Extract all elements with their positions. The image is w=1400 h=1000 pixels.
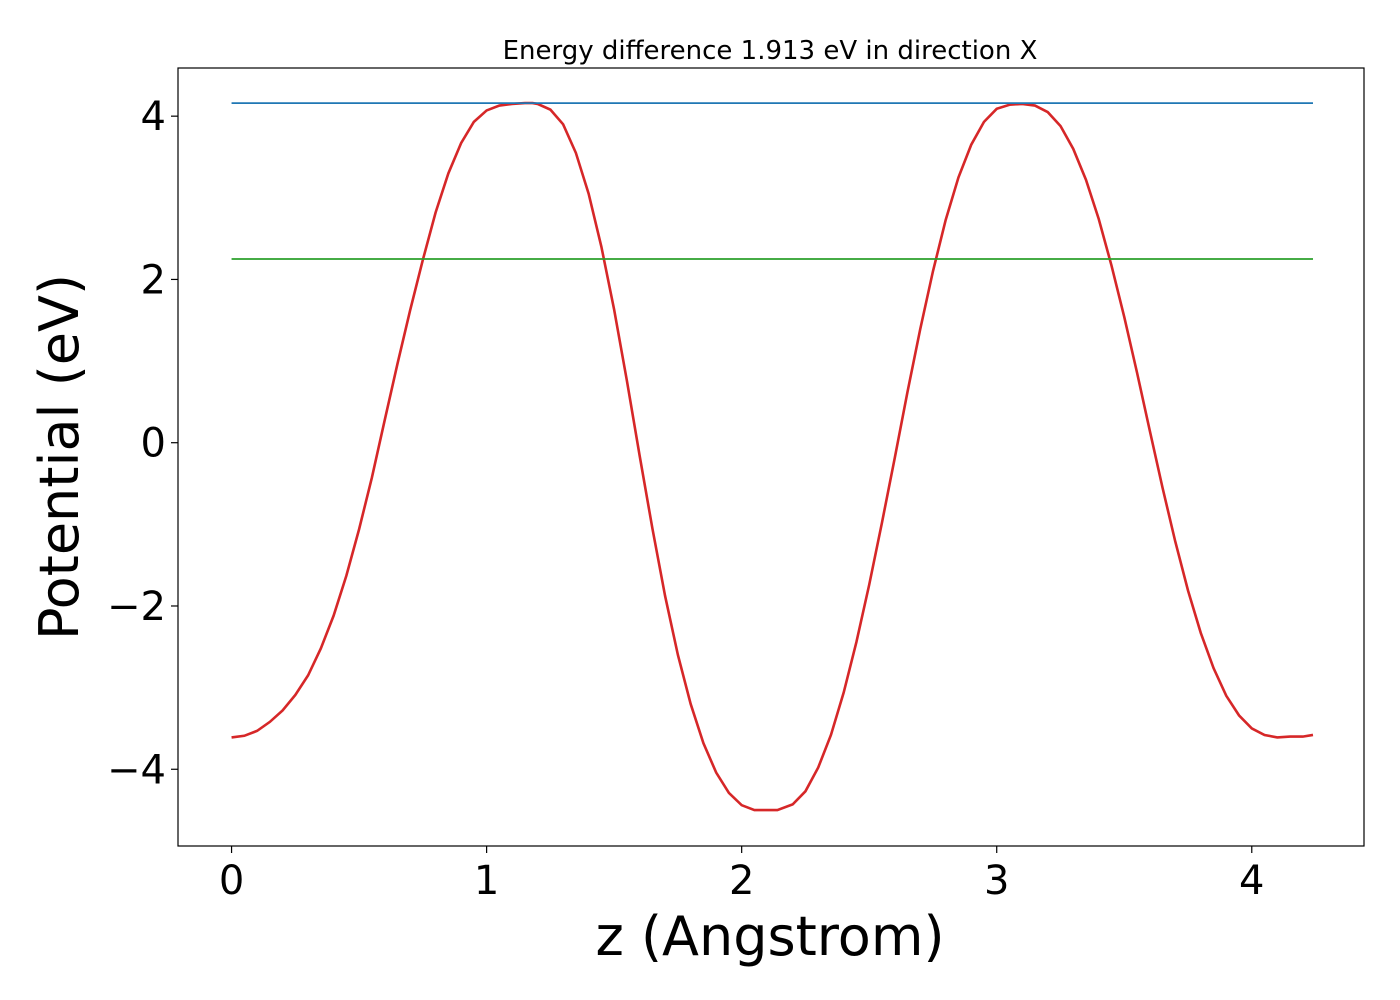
y-axis-label: Potential (eV) bbox=[28, 274, 91, 640]
x-tick-label: 0 bbox=[219, 858, 244, 904]
chart-title: Energy difference 1.913 eV in direction … bbox=[503, 36, 1038, 66]
series-line-1 bbox=[231, 101, 1314, 812]
y-tick-label: 0 bbox=[141, 421, 166, 467]
x-tick-label: 3 bbox=[984, 858, 1009, 904]
x-tick-label: 2 bbox=[729, 858, 754, 904]
y-tick-label: 2 bbox=[141, 257, 166, 303]
plot-frame bbox=[177, 67, 1365, 847]
x-axis-label: z (Angstrom) bbox=[595, 905, 944, 968]
x-tick-label: 1 bbox=[474, 858, 499, 904]
x-tick-label: 4 bbox=[1239, 858, 1264, 904]
x-axis: 0 1 2 3 4 bbox=[219, 846, 1265, 904]
series-layer bbox=[231, 101, 1314, 812]
y-tick-label: 4 bbox=[141, 94, 166, 140]
y-tick-label: −4 bbox=[107, 747, 166, 793]
y-tick-label: −2 bbox=[107, 584, 166, 630]
y-axis: −4 −2 0 2 4 bbox=[107, 94, 178, 793]
